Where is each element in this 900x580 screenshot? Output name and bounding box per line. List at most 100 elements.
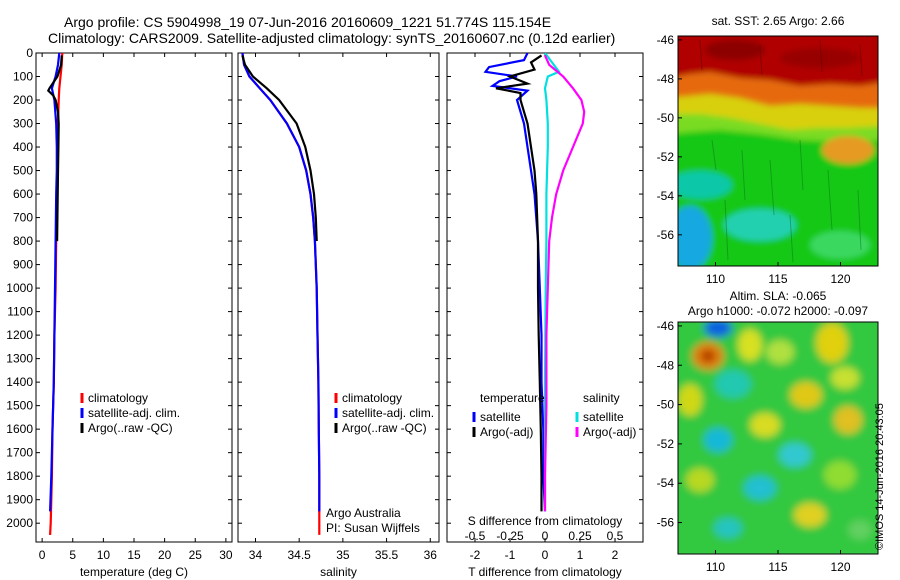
map-y-tick-label: -54: [657, 476, 675, 490]
y-tick-label: 1600: [6, 422, 33, 436]
map-y-tick-label: -48: [657, 358, 675, 372]
legend-entry: Argo(..raw -QC): [342, 421, 427, 435]
salinity-axis-label: S difference from climatology: [468, 514, 623, 528]
x-axis-label: T difference from climatology: [468, 565, 622, 579]
series-group: [483, 53, 586, 512]
x-axis-label: temperature (deg C): [80, 565, 188, 579]
y-tick-label: 700: [13, 211, 33, 225]
sla-map: 110 115 120 -46 -48 -50 -52 -54 -56 Altim. SLA: …: [657, 289, 879, 574]
salinity-tick-label: 0.25: [568, 529, 592, 543]
legend-entry: Argo(..raw -QC): [88, 421, 173, 435]
map-x-tick-label: 110: [706, 560, 725, 574]
y-tick-label: 1100: [7, 305, 33, 319]
y-tick-label: 600: [13, 187, 33, 201]
x-tick-label: -1: [505, 548, 516, 562]
series-line-satellite-adj-clim-: [241, 53, 321, 512]
x-tick-label: 1: [577, 548, 584, 562]
salinity-tick-label: -0.25: [496, 529, 524, 543]
map-y-tick-label: -52: [657, 437, 675, 451]
credit-text: ©IMOS 14-Jun-2016 20:43:05: [874, 403, 886, 550]
legend-entry: satellite-adj. clim.: [342, 406, 434, 420]
x-tick-label: 0: [39, 548, 46, 562]
temperature-panel: 0100200300400500600700800900100011001200…: [6, 46, 233, 579]
legend-entry: satellite: [480, 410, 521, 424]
legend-entry: satellite-adj. clim.: [88, 406, 180, 420]
salinity-tick-label: -0.5: [465, 529, 486, 543]
x-tick-label: 34.5: [287, 548, 311, 562]
series-group: [46, 53, 64, 535]
y-tick-label: 2000: [6, 516, 33, 530]
y-tick-label: 400: [13, 140, 33, 154]
legend-entry: climatology: [88, 391, 148, 405]
x-tick-label: 10: [97, 548, 111, 562]
legend-entry: climatology: [342, 391, 402, 405]
y-tick-label: 300: [13, 117, 33, 131]
figure-title-line1: Argo profile: CS 5904998_19 07-Jun-2016 …: [64, 14, 552, 30]
y-tick-label: 800: [13, 234, 33, 248]
salinity-panel: 34 34.5 35 35.5 36 salinity climatologysatelli…: [237, 52, 440, 579]
series-line-argo-adj-: [543, 54, 586, 512]
map-x-tick-label: 115: [768, 272, 787, 286]
map-y-tick-label: -46: [657, 33, 675, 47]
y-tick-label: 1500: [6, 399, 33, 413]
series-group: [241, 53, 321, 535]
sst-map: 110 115 120 -46 -48 -50 -52 -54 -56 sat. SST: 2.…: [657, 14, 879, 286]
map-x-tick-label: 110: [706, 272, 725, 286]
x-tick-label: -2: [470, 548, 481, 562]
y-tick-label: 200: [13, 93, 33, 107]
map-y-tick-label: -56: [657, 516, 675, 530]
x-tick-label: 30: [219, 548, 233, 562]
x-tick-label: 35.5: [375, 548, 399, 562]
x-tick-label: 15: [127, 548, 141, 562]
legend-group-title: salinity: [583, 391, 620, 405]
y-tick-label: 1800: [6, 469, 33, 483]
y-tick-label: 500: [13, 164, 33, 178]
salinity-tick-label: 0.5: [607, 529, 624, 543]
sst-map-title: sat. SST: 2.65 Argo: 2.66: [712, 14, 845, 28]
y-tick-label: 1400: [6, 375, 33, 389]
panel-frame: [237, 52, 440, 543]
series-line-argo-adj-: [495, 54, 543, 512]
annotation-line: Argo Australia: [326, 506, 401, 520]
x-tick-label: 36: [424, 548, 438, 562]
panel-frame: [35, 52, 233, 543]
legend-entry: satellite: [583, 410, 624, 424]
y-tick-label: 900: [13, 258, 33, 272]
figure-title-line2: Climatology: CARS2009. Satellite-adjuste…: [48, 30, 616, 46]
x-tick-label: 34: [249, 548, 263, 562]
map-x-tick-label: 120: [830, 272, 850, 286]
map-x-tick-label: 115: [768, 560, 787, 574]
legend-entry: Argo(-adj): [480, 425, 533, 439]
series-line-climatology: [241, 53, 321, 535]
map-y-tick-label: -50: [657, 398, 675, 412]
x-tick-label: 5: [69, 548, 76, 562]
x-tick-label: 2: [612, 548, 619, 562]
series-line-argo-raw-qc-: [46, 55, 63, 242]
series-line-satellite: [483, 53, 547, 512]
series-line-argo-raw-qc-: [241, 55, 318, 242]
annotation-line: PI: Susan Wijffels: [326, 521, 420, 535]
sla-map-title-line1: Altim. SLA: -0.065: [730, 289, 827, 303]
legend-group-title: temperature: [480, 391, 545, 405]
map-y-tick-label: -50: [657, 111, 675, 125]
sla-map-title-line2: Argo h1000: -0.072 h2000: -0.097: [688, 304, 868, 318]
map-y-tick-label: -52: [657, 150, 675, 164]
legend-entry: Argo(-adj): [583, 425, 636, 439]
map-y-tick-label: -46: [657, 319, 675, 333]
y-tick-label: 1200: [6, 328, 33, 342]
y-tick-label: 1900: [6, 493, 33, 507]
x-tick-label: 25: [189, 548, 203, 562]
y-tick-label: 1000: [6, 281, 33, 295]
difference-panel: -2 -1 0 1 2 T difference from climatology temp…: [446, 52, 644, 579]
y-tick-label: 1700: [6, 446, 33, 460]
y-tick-label: 1300: [6, 352, 33, 366]
x-axis-label: salinity: [320, 565, 357, 579]
map-y-tick-label: -54: [657, 189, 675, 203]
salinity-tick-label: 0: [542, 529, 549, 543]
x-tick-label: 20: [158, 548, 172, 562]
map-x-tick-label: 120: [830, 560, 850, 574]
x-tick-label: 0: [542, 548, 549, 562]
map-y-tick-label: -56: [657, 228, 675, 242]
map-y-tick-label: -48: [657, 72, 675, 86]
